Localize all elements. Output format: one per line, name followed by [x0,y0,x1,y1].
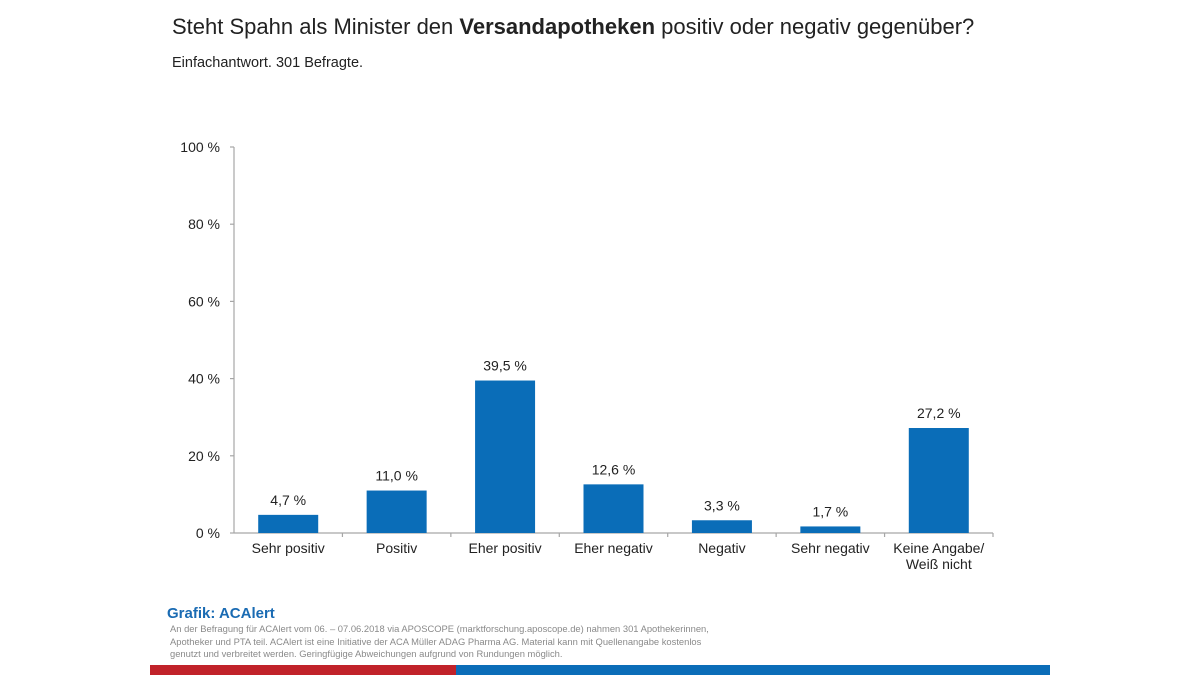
y-tick-label: 0 % [196,525,220,541]
source-note: An der Befragung für ACAlert vom 06. – 0… [170,623,709,659]
title-pre: Steht Spahn als Minister den [172,14,460,39]
x-tick-label: Positiv [376,540,417,556]
data-label: 11,0 % [375,468,418,484]
bar [258,514,319,533]
x-tick-label: Sehr negativ [791,540,870,556]
x-tick-label: Negativ [698,540,745,556]
title-post: positiv oder negativ gegenüber? [655,14,975,39]
footer-stripe-red [150,665,456,675]
bar [908,428,969,533]
bar [800,526,861,533]
bar [691,520,752,533]
bar-chart: 0 % 20 % 40 % 60 % 80 % 100 % 4,7 % Sehr positi… [180,139,994,572]
chart-subtitle: Einfachantwort. 301 Befragte. [172,55,364,71]
x-tick-label: Eher negativ [574,540,653,556]
y-tick-label: 100 % [180,139,220,155]
bar [583,484,644,533]
source-title: Grafik: ACAlert [167,605,275,622]
title-bold: Versandapotheken [459,14,656,39]
y-tick-label: 60 % [188,293,220,309]
bar [366,490,427,533]
data-label: 1,7 % [812,503,848,519]
data-label: 27,2 % [917,405,961,421]
bar [475,380,536,533]
data-label: 12,6 % [592,461,636,477]
y-tick-label: 20 % [188,448,220,464]
data-label: 4,7 % [270,492,306,508]
x-tick-label: Weiß nicht [906,556,972,572]
x-tick-label: Eher positiv [468,540,541,556]
y-tick-label: 40 % [188,371,220,387]
data-label: 39,5 % [483,358,527,374]
x-tick-label: Sehr positiv [252,540,325,556]
data-label: 3,3 % [704,497,740,513]
y-tick-label: 80 % [188,216,220,232]
chart-title: Steht Spahn als Minister den Versandapot… [172,14,974,40]
footer-stripe-blue [456,665,1050,675]
x-tick-label: Keine Angabe/ [893,540,984,556]
